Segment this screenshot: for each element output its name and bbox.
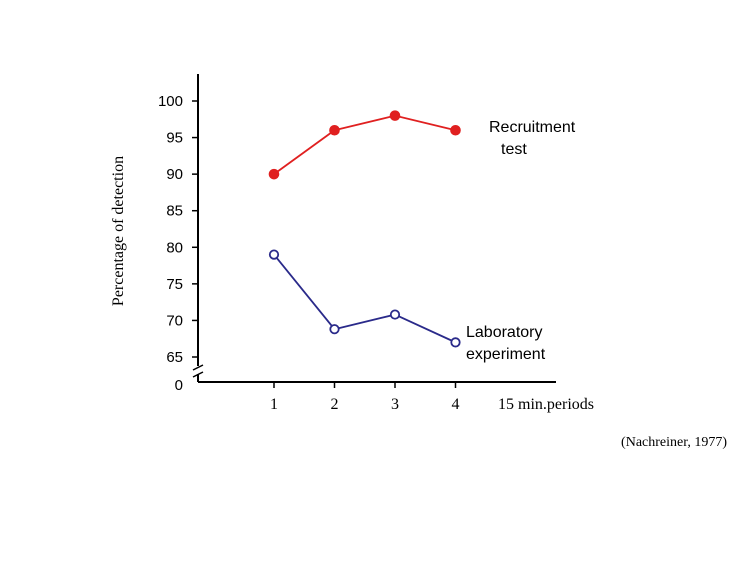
- x-tick-label: 2: [331, 396, 339, 413]
- data-point: [329, 324, 340, 335]
- legend-label: experiment: [466, 346, 546, 363]
- y-ticks: 100 95 90 85 80 75 70 65 0: [158, 93, 198, 394]
- y-tick-label: 0: [175, 377, 183, 394]
- y-tick-label: 95: [166, 130, 183, 147]
- data-point: [450, 124, 461, 136]
- y-tick-label: 100: [158, 93, 183, 110]
- x-ticks: 1 2 3 4: [270, 382, 460, 413]
- legend-label: Recruitment: [489, 119, 576, 136]
- series-line-2: [273, 254, 456, 344]
- data-point: [389, 309, 401, 320]
- axis-break-mark: [192, 364, 204, 371]
- y-axis-label: Percentage of detection: [110, 156, 127, 306]
- y-tick-label: 70: [166, 312, 183, 329]
- x-tick-label: 3: [391, 396, 399, 413]
- y-tick-label: 65: [166, 349, 183, 366]
- legend-label: test: [501, 141, 527, 158]
- y-tick-label: 80: [166, 239, 183, 256]
- data-point: [450, 337, 461, 348]
- legend: Recruitment test Laboratory experiment: [466, 119, 576, 363]
- x-tick-label: 4: [452, 396, 460, 413]
- axis-break-mark: [192, 371, 204, 378]
- series-group: [268, 110, 461, 348]
- x-tick-label: 1: [270, 396, 278, 413]
- data-point: [268, 168, 280, 180]
- y-tick-label: 90: [166, 166, 183, 183]
- source-citation: (Nachreiner, 1977): [621, 435, 727, 450]
- axes: [192, 74, 556, 383]
- x-axis-label: 15 min.periods: [498, 396, 594, 413]
- series-line-1: [273, 114, 456, 175]
- data-point: [389, 110, 401, 121]
- data-point: [268, 249, 280, 260]
- y-tick-label: 75: [166, 276, 183, 293]
- legend-label: Laboratory: [466, 324, 543, 341]
- y-tick-label: 85: [166, 203, 183, 220]
- data-point: [329, 124, 340, 136]
